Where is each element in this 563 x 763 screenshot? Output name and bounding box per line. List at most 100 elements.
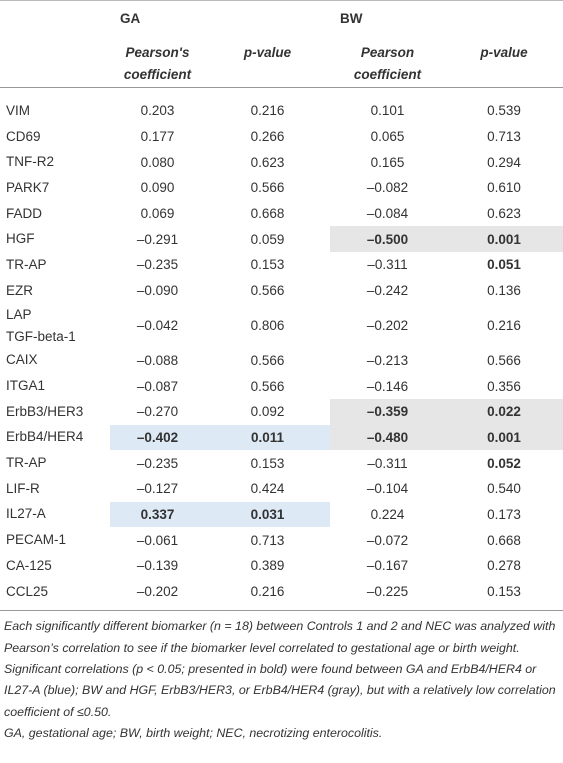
cell: 0.165 <box>370 154 405 170</box>
cell: 0.216 <box>205 578 330 612</box>
cell: –0.127 <box>136 481 179 497</box>
cell: 0.224 <box>370 506 405 522</box>
cell: 0.153 <box>445 578 563 612</box>
table-row: TR-AP –0.235 0.153 –0.311 0.052 <box>0 450 563 476</box>
cell: 0.069 <box>140 206 175 222</box>
cell: –0.235 <box>136 257 179 273</box>
row-label: CCL25 <box>0 578 110 612</box>
cell: 0.539 <box>487 103 521 119</box>
cell: 0.713 <box>487 129 521 145</box>
column-header: Pearson's coefficient <box>110 42 205 88</box>
table-row: LIF-R –0.127 0.424 –0.104 0.540 <box>0 476 563 502</box>
cell: 0.668 <box>250 206 285 222</box>
cell: 0.424 <box>250 481 285 497</box>
cell: –0.090 <box>136 283 179 299</box>
cell: 0.092 <box>250 404 285 420</box>
cell: 0.389 <box>250 558 285 574</box>
cell: –0.167 <box>366 558 409 574</box>
cell: –0.242 <box>366 283 409 299</box>
cell: 0.153 <box>250 257 285 273</box>
table-row: CAIX –0.088 0.566 –0.213 0.566 <box>0 348 563 374</box>
cell: 0.001 <box>445 226 563 253</box>
row-label: TR-AP <box>6 256 47 272</box>
cell: 0.566 <box>250 352 285 368</box>
row-label: PARK7 <box>6 179 50 195</box>
cell: –0.311 <box>367 455 408 471</box>
cell: –0.072 <box>366 532 409 548</box>
cell: 0.566 <box>250 180 285 196</box>
table-row: ErbB3/HER3 –0.270 0.092 –0.359 0.022 <box>0 398 563 425</box>
cell: 0.266 <box>250 129 285 145</box>
group-header: GA <box>120 11 141 26</box>
row-label: ITGA1 <box>6 378 46 394</box>
footnote: GA, gestational age; BW, birth weight; N… <box>4 725 383 740</box>
table-row: LAP TGF-beta-1 –0.042 0.806 –0.202 0.216 <box>0 304 563 348</box>
cell: –0.139 <box>136 558 179 574</box>
row-label: FADD <box>6 205 43 221</box>
cell: 0.022 <box>445 398 563 425</box>
cell: 0.623 <box>487 206 521 222</box>
row-label: CA-125 <box>6 557 52 573</box>
cell: 0.216 <box>250 103 285 119</box>
table-row: CCL25 –0.202 0.216 –0.225 0.153 <box>0 578 563 612</box>
cell: –0.311 <box>367 257 408 273</box>
cell: 0.177 <box>140 129 175 145</box>
cell: 0.051 <box>487 257 521 273</box>
cell: 0.173 <box>487 506 521 522</box>
cell: 0.610 <box>487 180 521 196</box>
cell: –0.291 <box>136 231 179 247</box>
cell: –0.202 <box>110 578 205 612</box>
cell: –0.061 <box>136 532 179 548</box>
cell: 0.052 <box>487 455 521 471</box>
row-label: ErbB3/HER3 <box>6 403 84 419</box>
table-row: TR-AP –0.235 0.153 –0.311 0.051 <box>0 252 563 278</box>
column-header: Pearson coefficient <box>330 42 445 88</box>
cell: –0.087 <box>136 378 179 394</box>
cell: 0.059 <box>250 231 285 247</box>
cell: –0.359 <box>330 398 445 425</box>
row-label: LAP TGF-beta-1 <box>6 306 76 344</box>
footnote: Each significantly different biomarker (… <box>4 619 556 719</box>
table-row: EZR –0.090 0.566 –0.242 0.136 <box>0 278 563 304</box>
table-row: VIM 0.203 0.216 0.101 0.539 <box>0 88 563 124</box>
cell: –0.225 <box>330 578 445 612</box>
cell: –0.480 <box>330 424 445 451</box>
cell: 0.101 <box>370 103 405 119</box>
cell: –0.084 <box>366 206 409 222</box>
table-row: CD69 0.177 0.266 0.065 0.713 <box>0 124 563 150</box>
cell: 0.540 <box>487 481 521 497</box>
cell: 0.337 <box>110 501 205 528</box>
table-row: ITGA1 –0.087 0.566 –0.146 0.356 <box>0 373 563 399</box>
column-header: p-value <box>205 42 330 88</box>
row-label: CAIX <box>6 352 38 368</box>
cell: 0.294 <box>487 154 521 170</box>
cell: 0.153 <box>250 455 285 471</box>
row-label: VIM <box>6 102 31 118</box>
row-label: TNF-R2 <box>6 154 54 170</box>
cell: 0.216 <box>487 318 521 333</box>
row-label: EZR <box>6 282 33 298</box>
cell: 0.623 <box>250 154 285 170</box>
cell: –0.270 <box>136 404 179 420</box>
row-label: LIF-R <box>6 480 40 496</box>
cell: 0.356 <box>487 378 521 394</box>
cell: 0.713 <box>250 532 285 548</box>
table-body: VIM 0.203 0.216 0.101 0.539 CD69 0.177 0.266 0.0… <box>0 88 563 612</box>
cell: 0.065 <box>370 129 405 145</box>
cell: 0.080 <box>140 154 175 170</box>
cell: 0.278 <box>487 558 521 574</box>
cell: 0.031 <box>205 501 330 528</box>
table-row: IL27-A 0.337 0.031 0.224 0.173 <box>0 501 563 528</box>
cell: –0.213 <box>366 352 409 368</box>
cell: 0.011 <box>205 424 330 451</box>
cell: –0.146 <box>366 378 409 394</box>
cell: –0.082 <box>366 180 409 196</box>
cell: –0.500 <box>330 226 445 253</box>
row-label: CD69 <box>6 128 41 144</box>
cell: –0.235 <box>136 455 179 471</box>
table-row: TNF-R2 0.080 0.623 0.165 0.294 <box>0 149 563 175</box>
cell: 0.090 <box>140 180 175 196</box>
row-label: IL27-A <box>6 506 46 522</box>
cell: 0.566 <box>250 283 285 299</box>
